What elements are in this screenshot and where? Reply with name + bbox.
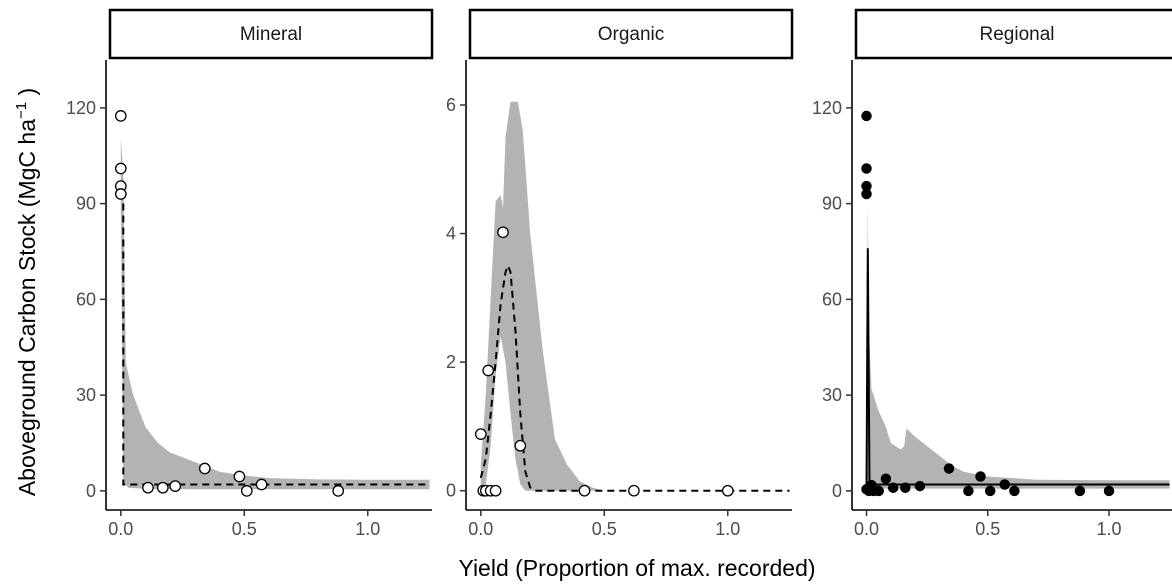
strip-label: Regional (980, 24, 1055, 45)
y-tick-label: 120 (66, 98, 96, 118)
data-point (880, 473, 892, 484)
y-tick-label: 30 (76, 385, 96, 405)
x-tick-label: 0.5 (232, 519, 257, 539)
confidence-ribbon (480, 101, 790, 491)
y-tick-label: 0 (86, 481, 96, 501)
y-tick-label: 90 (822, 194, 842, 214)
y-axis-title: Aboveground Carbon Stock (MgC ha−1 ) (13, 88, 40, 496)
data-point (963, 485, 974, 497)
y-tick-label: 60 (822, 289, 842, 309)
y-tick-label: 0 (446, 481, 456, 501)
data-point (142, 481, 154, 494)
data-point (169, 480, 182, 492)
data-point (861, 188, 872, 200)
data-point (514, 439, 527, 452)
data-point (1103, 485, 1115, 497)
x-tick-label: 1.0 (1096, 519, 1121, 539)
data-point (255, 478, 268, 491)
data-point (887, 482, 899, 493)
panel-mineral: 0 30 60 90 120 0.0 0.5 1.0 Mineral (66, 8, 434, 539)
data-point (628, 484, 640, 497)
strip-background (108, 8, 434, 60)
data-point (914, 480, 926, 492)
y-tick-label: 90 (76, 194, 96, 214)
data-point (482, 364, 495, 377)
strip-label: Organic (598, 24, 665, 45)
x-tick-label: 1.0 (715, 519, 740, 539)
data-point (1009, 485, 1020, 497)
data-point (861, 163, 872, 174)
y-tick-label: 30 (822, 385, 842, 405)
data-point (198, 462, 211, 475)
x-axis-title: Yield (Proportion of max. recorded) (458, 555, 815, 581)
data-point (984, 485, 996, 497)
strip-background (854, 8, 1172, 60)
data-point (156, 481, 169, 494)
data-point (114, 162, 127, 175)
panel-organic: 0 2 4 6 0.0 0.5 1.0 Organic (446, 8, 794, 539)
data-point (474, 428, 487, 440)
data-point (900, 482, 911, 493)
strip-label: Mineral (240, 24, 302, 45)
y-tick-label: 6 (446, 95, 456, 115)
data-point (240, 485, 253, 497)
data-point (497, 226, 509, 239)
x-tick-label: 0.5 (975, 519, 1000, 539)
data-point (721, 484, 734, 497)
data-point (943, 463, 955, 474)
x-tick-label: 0.0 (108, 519, 133, 539)
x-tick-label: 1.0 (355, 519, 380, 539)
data-point (114, 110, 127, 122)
x-tick-label: 0.0 (468, 519, 493, 539)
data-point (873, 485, 884, 497)
y-tick-label: 60 (76, 289, 96, 309)
y-tick-label: 120 (812, 98, 842, 118)
y-tick-label: 2 (446, 352, 456, 372)
confidence-ribbon (120, 139, 430, 490)
data-point (489, 484, 502, 497)
confidence-ribbon (866, 203, 1170, 491)
y-tick-label: 0 (832, 481, 842, 501)
strip-background (468, 8, 794, 60)
data-point (114, 188, 127, 200)
fitted-line (865, 248, 1170, 491)
data-point (578, 484, 591, 497)
x-tick-label: 0.5 (592, 519, 617, 539)
data-point (861, 110, 872, 122)
data-point (975, 471, 986, 482)
data-point (233, 470, 246, 483)
panel-regional: 0 30 60 90 120 0.0 0.5 1.0 Regional (812, 8, 1172, 539)
x-tick-label: 0.0 (854, 519, 879, 539)
fitted-line (479, 262, 790, 492)
data-point (332, 485, 345, 497)
y-tick-label: 4 (446, 224, 456, 244)
fitted-line (120, 193, 430, 486)
data-point (999, 479, 1010, 490)
data-point (1074, 485, 1086, 497)
